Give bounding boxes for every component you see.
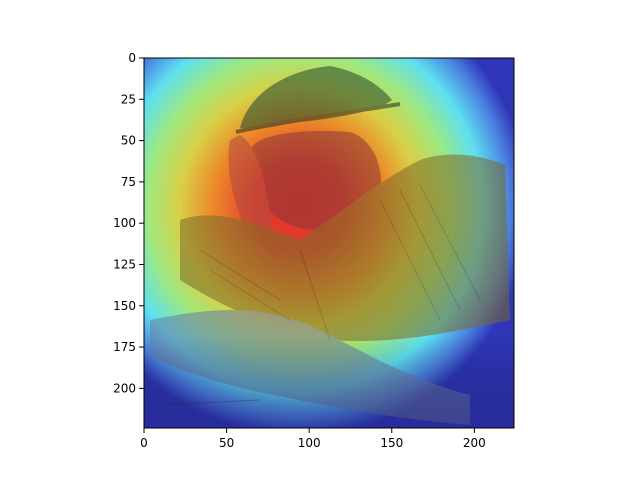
- x-tick-label: 0: [140, 436, 148, 450]
- y-tick-label: 125: [113, 257, 136, 271]
- x-tick-label: 150: [380, 436, 403, 450]
- heatmap-image: [144, 58, 514, 428]
- y-axis: 0 25 50 75 100 125 150 175 200: [113, 51, 144, 395]
- y-tick-label: 200: [113, 381, 136, 395]
- x-tick-label: 100: [298, 436, 321, 450]
- y-tick-label: 175: [113, 340, 136, 354]
- y-tick-label: 150: [113, 299, 136, 313]
- y-tick-label: 50: [121, 134, 136, 148]
- x-axis: 0 50 100 150 200: [140, 428, 486, 450]
- x-tick-label: 50: [219, 436, 234, 450]
- y-tick-label: 25: [121, 92, 136, 106]
- y-tick-label: 100: [113, 216, 136, 230]
- x-tick-label: 200: [463, 436, 486, 450]
- y-tick-label: 75: [121, 175, 136, 189]
- y-tick-label: 0: [128, 51, 136, 65]
- plot-frame: [143, 57, 515, 429]
